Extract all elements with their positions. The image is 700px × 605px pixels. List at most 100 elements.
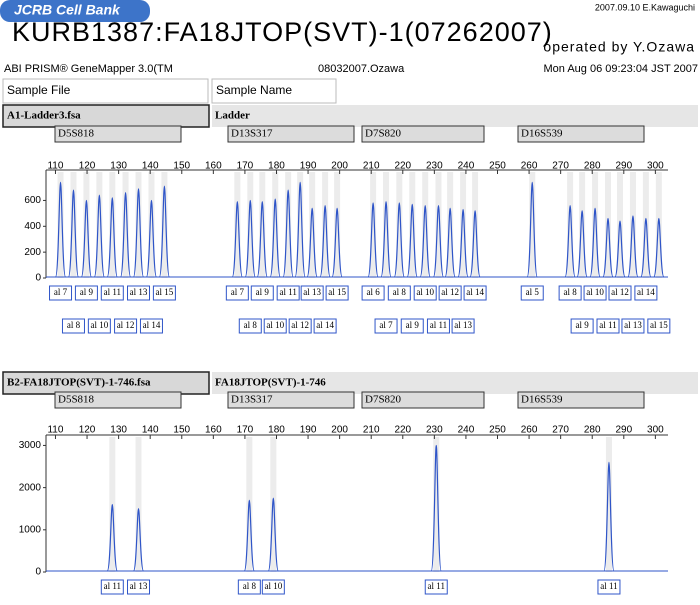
x-tick-label: 150 [173,161,190,172]
marker-name: D16S539 [521,128,563,140]
y-tick-label: 400 [24,221,41,232]
run: 08032007.Ozawa [318,63,405,75]
allele-box [387,285,411,301]
marker-box [54,125,182,143]
peak [282,189,294,278]
marker-box [227,125,355,143]
allele-label: al 12 [611,287,629,297]
x-tick-label: 140 [142,425,159,436]
x-tick-label: 230 [426,161,443,172]
allele-label: al 9 [575,320,589,330]
allele-label: al 15 [650,320,668,330]
allele-label: al 8 [393,287,407,297]
allele-label: al 10 [416,287,434,297]
x-tick-label: 120 [79,161,96,172]
allele-label: al 5 [526,287,540,297]
bin [409,172,416,278]
allele-label: al 7 [54,287,68,297]
bin [472,172,479,278]
bin [234,172,241,278]
allele-box [413,285,437,301]
x-tick-label: 270 [552,161,569,172]
x-tick-label: 250 [489,425,506,436]
allele-box [570,318,594,334]
bin [655,172,662,278]
peak [119,192,132,278]
bin [297,172,304,278]
allele-label: al 10 [586,287,604,297]
allele-box [451,318,475,334]
marker-name: D13S317 [231,128,273,140]
peak [367,202,379,278]
allele-box [583,285,607,301]
allele-label: al 14 [637,287,655,297]
x-tick-label: 270 [552,425,569,436]
allele-box [114,318,138,334]
peak [589,207,601,278]
x-tick-label: 190 [300,161,317,172]
bin [57,172,64,278]
bin [272,172,279,278]
allele-label: al 15 [156,287,174,297]
allele-box [463,285,487,301]
y-tick-label: 0 [35,273,41,284]
peak [564,205,576,278]
peak [80,199,93,278]
peak [614,220,626,278]
bin [247,172,254,278]
sample-name-cell [212,105,698,127]
allele-box [438,285,462,301]
peak [106,197,118,278]
peak [231,201,243,278]
allele-box [608,285,632,301]
allele-box [100,285,124,301]
software: ABI PRISM® GeneMapper 3.0(TM [4,63,173,75]
peak [432,205,445,278]
allele-box [87,318,111,334]
allele-box [313,318,337,334]
sample-name: FA18JTOP(SVT)-1-746 [215,377,326,389]
bin [70,172,77,278]
x-tick-label: 180 [268,161,285,172]
x-tick-label: 200 [331,425,348,436]
peak [603,461,615,572]
allele-label: al 11 [428,581,445,591]
allele-label: al 15 [328,287,346,297]
x-tick-label: 210 [363,425,380,436]
peak [267,497,279,572]
marker-name: D7S820 [365,394,402,406]
allele-label: al 8 [563,287,577,297]
bin [96,172,103,278]
bin [135,172,142,278]
x-tick-label: 300 [647,425,664,436]
y-tick-label: 3000 [19,440,42,451]
allele-label: al 11 [104,287,121,297]
allele-label: al 14 [466,287,484,297]
marker-name: D16S539 [521,394,563,406]
allele-box [100,579,124,595]
y-tick-label: 600 [24,195,41,206]
bin [135,437,142,572]
bin [567,172,574,278]
peak [306,207,318,278]
peak [132,508,145,572]
x-tick-label: 220 [394,425,411,436]
allele-box [400,318,424,334]
allele-label: al 11 [104,581,121,591]
allele-label: al 13 [130,581,148,591]
peak [132,188,145,278]
x-tick-label: 260 [521,425,538,436]
y-tick-label: 0 [35,567,41,578]
x-tick-label: 290 [615,161,632,172]
bin [109,172,116,278]
y-tick-label: 2000 [19,482,42,493]
bin [529,172,536,278]
allele-label: al 10 [266,320,284,330]
x-tick-label: 200 [331,161,348,172]
allele-label: al 7 [379,320,393,330]
x-tick-label: 130 [110,161,127,172]
header-cell [2,78,209,104]
peak [430,444,442,572]
bin [396,172,403,278]
